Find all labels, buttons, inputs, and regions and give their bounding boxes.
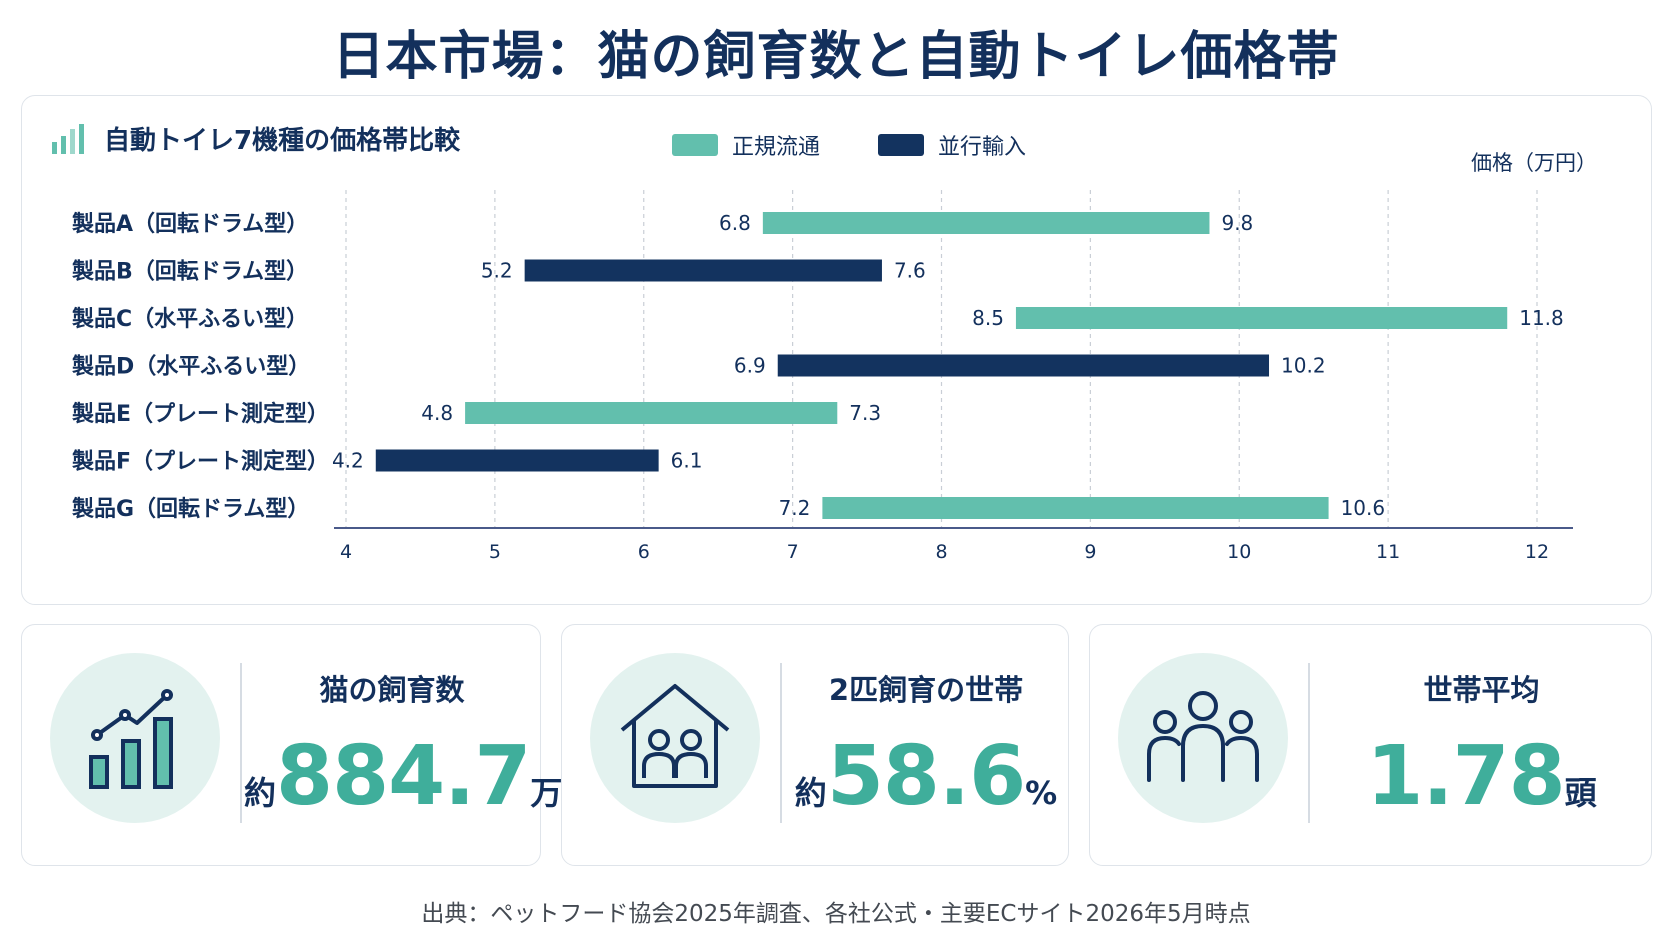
chart-title: 自動トイレ7機種の価格帯比較 xyxy=(104,126,461,156)
x-tick-label: 6 xyxy=(638,541,650,563)
stat-label: 2匹飼育の世帯 xyxy=(828,673,1024,707)
stat-divider xyxy=(240,663,242,823)
range-bar xyxy=(465,402,838,424)
category-label: 製品B（回転ドラム型） xyxy=(71,259,308,285)
category-label: 製品F（プレート測定型） xyxy=(71,449,329,475)
range-bar xyxy=(524,259,882,282)
category-label: 製品D（水平ふるい型） xyxy=(71,354,310,380)
legend-item-parallel-import: 並行輸入 xyxy=(878,129,1026,161)
stat-value-row: 約58.6% xyxy=(784,729,1068,824)
stat-card-multi-cat-households: 2匹飼育の世帯 約58.6% xyxy=(561,624,1069,866)
range-high-label: 6.1 xyxy=(671,449,703,473)
source-note: 出典：ペットフード協会2025年調査、各社公式・主要ECサイト2026年5月時点 xyxy=(421,901,1251,927)
category-label: 製品A（回転ドラム型） xyxy=(71,211,308,237)
x-tick-label: 8 xyxy=(935,541,947,563)
range-low-label: 5.2 xyxy=(481,259,513,283)
x-tick-label: 12 xyxy=(1525,541,1549,563)
bar-chart-icon xyxy=(52,124,86,158)
range-high-label: 10.2 xyxy=(1281,354,1326,378)
range-high-label: 9.8 xyxy=(1221,211,1253,235)
range-low-label: 8.5 xyxy=(972,306,1004,330)
legend-swatch-official xyxy=(672,134,718,156)
range-bar-chart: 4 5 6 7 8 9 10 11 12 価格（万円） 製品A（回転ドラム型） 6.8 9.8 製品B（回… xyxy=(71,151,1597,563)
stat-label: 世帯平均 xyxy=(1423,673,1540,707)
legend-label-parallel-import: 並行輸入 xyxy=(938,135,1027,160)
range-high-label: 7.6 xyxy=(894,259,926,283)
x-tick-label: 4 xyxy=(340,541,352,563)
stat-icon-circle xyxy=(50,653,220,823)
stat-unit: % xyxy=(1025,774,1058,812)
stat-value-row: 約884.7万頭 xyxy=(244,729,594,824)
legend-swatch-parallel-import xyxy=(878,134,925,156)
range-bar xyxy=(822,497,1329,519)
stat-divider xyxy=(1308,663,1310,823)
range-high-label: 7.3 xyxy=(849,401,881,425)
stat-number: 884.7 xyxy=(276,729,531,824)
stat-number: 1.78 xyxy=(1366,729,1565,824)
x-tick-label: 5 xyxy=(489,541,501,563)
range-low-label: 4.2 xyxy=(332,449,364,473)
page-title: 日本市場：猫の飼育数と自動トイレ価格帯 xyxy=(332,27,1340,87)
range-low-label: 6.9 xyxy=(734,354,766,378)
legend-item-official: 正規流通 xyxy=(672,129,820,161)
stat-unit: 頭 xyxy=(1564,774,1597,812)
x-tick-label: 9 xyxy=(1084,541,1096,563)
stat-icon-circle xyxy=(590,653,760,823)
stat-card-household-average: 世帯平均 1.78頭 xyxy=(1089,624,1652,866)
range-bar xyxy=(375,449,659,472)
stat-prefix: 約 xyxy=(794,774,827,812)
range-bar xyxy=(777,354,1270,377)
stat-divider xyxy=(780,663,782,823)
range-bar xyxy=(762,212,1210,234)
category-label: 製品G（回転ドラム型） xyxy=(71,496,309,522)
stat-number: 58.6 xyxy=(826,729,1026,824)
range-low-label: 6.8 xyxy=(719,211,751,235)
stat-value-row: 1.78頭 xyxy=(1312,729,1651,824)
x-tick-label: 10 xyxy=(1227,541,1251,563)
stat-card-cat-count: 猫の飼育数 約884.7万頭 xyxy=(21,624,594,866)
range-low-label: 4.8 xyxy=(421,401,453,425)
x-tick-label: 7 xyxy=(787,541,799,563)
legend-label-official: 正規流通 xyxy=(732,135,821,160)
house-two-people-icon xyxy=(616,680,734,796)
x-axis-label: 価格（万円） xyxy=(1471,151,1597,175)
range-high-label: 11.8 xyxy=(1519,306,1564,330)
x-tick-label: 11 xyxy=(1376,541,1400,563)
range-bar xyxy=(1015,307,1508,329)
range-high-label: 10.6 xyxy=(1341,496,1386,520)
category-label: 製品C（水平ふるい型） xyxy=(71,306,308,332)
family-group-icon xyxy=(1143,688,1263,788)
range-low-label: 7.2 xyxy=(779,496,811,520)
stat-label: 猫の飼育数 xyxy=(319,673,465,707)
category-label: 製品E（プレート測定型） xyxy=(71,401,329,427)
stat-prefix: 約 xyxy=(244,774,277,812)
chart-legend: 正規流通 並行輸入 xyxy=(672,129,1084,161)
price-range-chart-card: 自動トイレ7機種の価格帯比較 正規流通 並行輸入 4 5 6 7 8 9 10 11 12 価格（… xyxy=(21,95,1652,605)
growth-chart-icon xyxy=(85,681,185,795)
stat-icon-circle xyxy=(1118,653,1288,823)
